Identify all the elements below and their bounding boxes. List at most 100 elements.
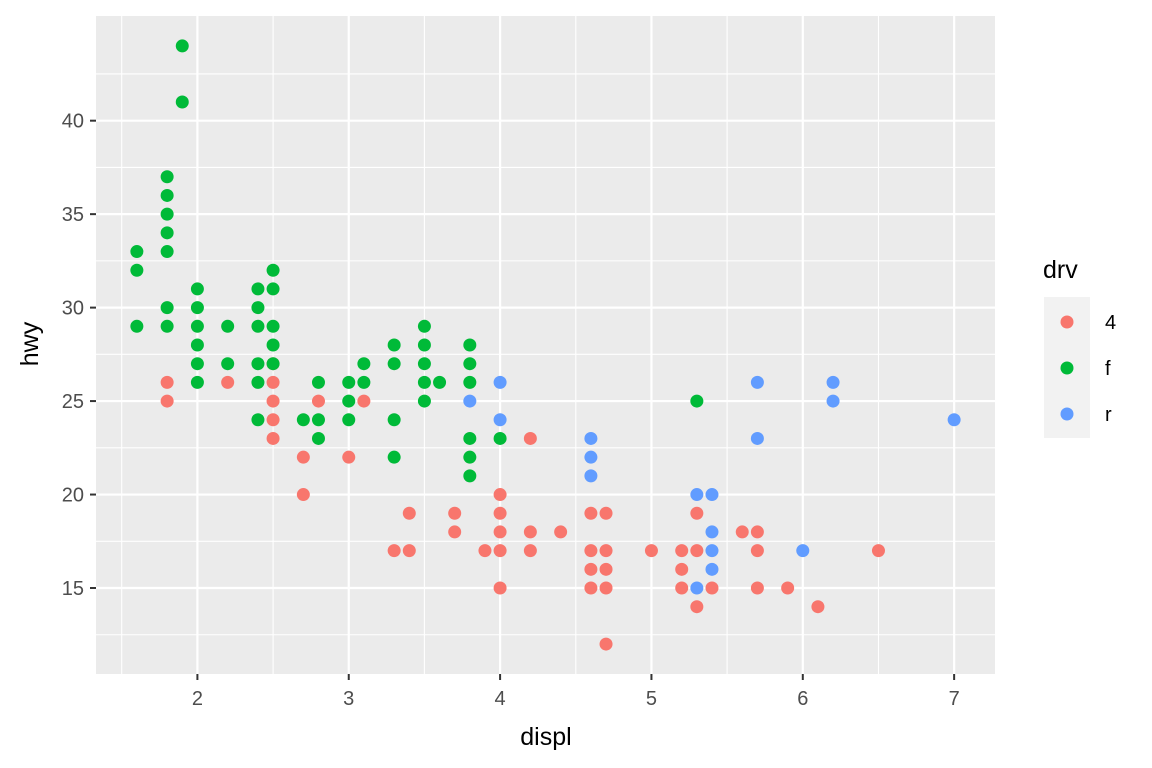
data-point-r bbox=[705, 544, 719, 558]
data-point-f bbox=[190, 282, 204, 296]
data-point-f bbox=[690, 394, 704, 408]
data-point-f bbox=[342, 413, 356, 427]
data-point-f bbox=[417, 375, 431, 389]
y-tick-label: 15 bbox=[62, 578, 84, 600]
legend-entries: 4 f r bbox=[1060, 312, 1116, 426]
legend: drv 4 f r bbox=[1043, 256, 1116, 438]
data-point-r bbox=[826, 375, 840, 389]
data-point-4 bbox=[357, 394, 371, 408]
data-point-f bbox=[417, 319, 431, 333]
data-point-4 bbox=[311, 394, 325, 408]
x-tick-label: 6 bbox=[797, 688, 808, 710]
data-point-r bbox=[705, 562, 719, 576]
data-point-r bbox=[796, 544, 810, 558]
x-tick-label: 5 bbox=[646, 688, 657, 710]
data-point-4 bbox=[402, 506, 416, 520]
data-point-f bbox=[251, 282, 265, 296]
data-point-f bbox=[130, 319, 144, 333]
x-tick-label: 4 bbox=[495, 688, 506, 710]
data-point-f bbox=[433, 375, 447, 389]
data-point-4 bbox=[523, 431, 537, 445]
y-tick-label: 35 bbox=[62, 204, 84, 226]
data-point-f bbox=[387, 357, 401, 371]
data-point-4 bbox=[584, 544, 598, 558]
data-point-4 bbox=[160, 394, 174, 408]
data-point-4 bbox=[750, 544, 764, 558]
data-point-r bbox=[463, 394, 477, 408]
legend-label-r: r bbox=[1105, 404, 1112, 426]
data-point-f bbox=[130, 263, 144, 277]
data-point-r bbox=[705, 525, 719, 539]
data-point-f bbox=[175, 95, 189, 109]
data-point-4 bbox=[690, 544, 704, 558]
y-tick-label: 40 bbox=[62, 111, 84, 133]
data-point-4 bbox=[493, 544, 507, 558]
data-point-f bbox=[357, 357, 371, 371]
x-axis: 2 3 4 5 6 7 bbox=[192, 674, 960, 710]
data-point-r bbox=[584, 469, 598, 483]
data-point-r bbox=[584, 450, 598, 464]
y-tick-label: 25 bbox=[62, 391, 84, 413]
data-point-f bbox=[160, 226, 174, 240]
data-point-4 bbox=[493, 506, 507, 520]
data-point-f bbox=[160, 207, 174, 221]
data-point-f bbox=[463, 431, 477, 445]
data-point-f bbox=[357, 375, 371, 389]
data-point-4 bbox=[690, 600, 704, 614]
data-point-4 bbox=[675, 562, 689, 576]
data-point-4 bbox=[266, 413, 280, 427]
legend-label-f: f bbox=[1105, 358, 1111, 380]
data-point-4 bbox=[266, 431, 280, 445]
data-point-4 bbox=[750, 525, 764, 539]
legend-label-4: 4 bbox=[1105, 312, 1116, 334]
data-point-f bbox=[251, 375, 265, 389]
data-point-f bbox=[463, 357, 477, 371]
y-axis: 15 20 25 30 35 40 bbox=[62, 111, 96, 600]
legend-key-4 bbox=[1060, 315, 1074, 329]
data-point-4 bbox=[448, 525, 462, 539]
data-point-4 bbox=[599, 562, 613, 576]
data-point-f bbox=[266, 282, 280, 296]
y-axis-title: hwy bbox=[16, 321, 44, 366]
data-point-4 bbox=[735, 525, 749, 539]
data-point-4 bbox=[342, 450, 356, 464]
data-point-f bbox=[266, 357, 280, 371]
data-point-4 bbox=[402, 544, 416, 558]
data-point-4 bbox=[523, 544, 537, 558]
data-point-f bbox=[251, 301, 265, 315]
data-point-f bbox=[160, 301, 174, 315]
data-point-f bbox=[266, 263, 280, 277]
data-point-f bbox=[130, 245, 144, 259]
data-point-4 bbox=[584, 562, 598, 576]
data-point-r bbox=[493, 375, 507, 389]
y-tick-label: 30 bbox=[62, 298, 84, 320]
data-point-f bbox=[251, 413, 265, 427]
data-point-f bbox=[296, 413, 310, 427]
data-point-4 bbox=[493, 488, 507, 502]
data-point-4 bbox=[675, 544, 689, 558]
data-point-f bbox=[417, 357, 431, 371]
legend-title: drv bbox=[1043, 256, 1078, 284]
data-point-4 bbox=[584, 506, 598, 520]
data-point-f bbox=[463, 375, 477, 389]
data-point-4 bbox=[584, 581, 598, 595]
plot-panel bbox=[96, 16, 995, 674]
data-point-f bbox=[417, 394, 431, 408]
data-point-f bbox=[190, 357, 204, 371]
data-point-4 bbox=[160, 375, 174, 389]
data-point-f bbox=[387, 450, 401, 464]
data-point-4 bbox=[493, 525, 507, 539]
data-point-r bbox=[826, 394, 840, 408]
data-point-f bbox=[311, 375, 325, 389]
data-point-4 bbox=[811, 600, 825, 614]
data-point-f bbox=[160, 245, 174, 259]
data-point-4 bbox=[644, 544, 658, 558]
data-point-4 bbox=[266, 394, 280, 408]
data-point-f bbox=[266, 319, 280, 333]
x-tick-label: 7 bbox=[949, 688, 960, 710]
data-point-f bbox=[221, 319, 235, 333]
data-point-f bbox=[190, 301, 204, 315]
data-point-f bbox=[463, 338, 477, 352]
data-point-4 bbox=[781, 581, 795, 595]
